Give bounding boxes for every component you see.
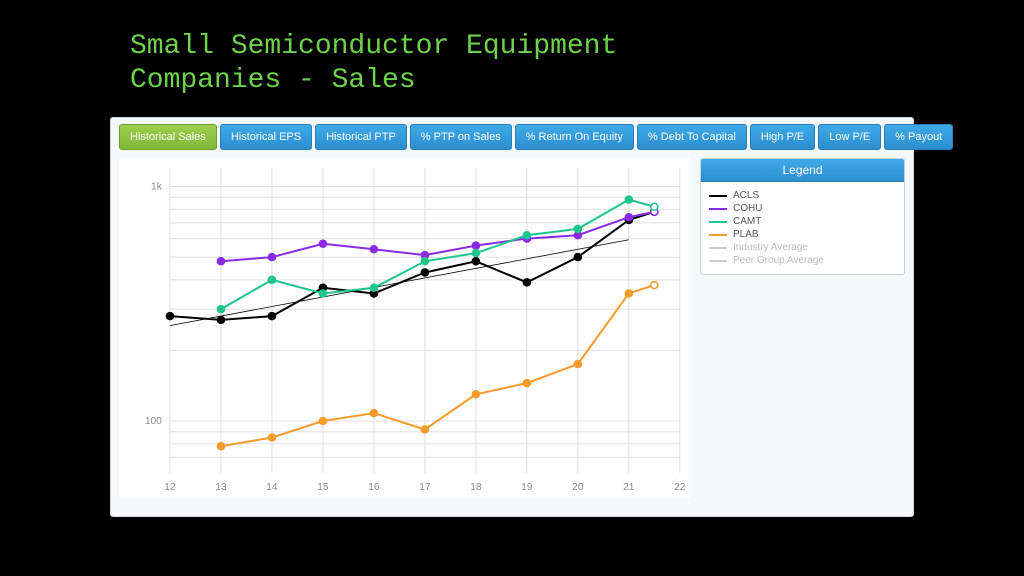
tab--return-on-equity[interactable]: % Return On Equity: [515, 124, 634, 150]
legend-item-camt[interactable]: CAMT: [709, 216, 896, 227]
tab--payout[interactable]: % Payout: [884, 124, 953, 150]
tab-historical-eps[interactable]: Historical EPS: [220, 124, 312, 150]
legend-item-industry-average[interactable]: Industry Average: [709, 242, 896, 253]
tab-historical-ptp[interactable]: Historical PTP: [315, 124, 407, 150]
chart-body: 12 13 14 15 16 17 18 19 20 21 22 100 1k Legend ACLS C…: [119, 158, 905, 498]
legend-item-acls[interactable]: ACLS: [709, 190, 896, 201]
title-line-2: Companies - Sales: [130, 65, 416, 96]
svg-text:22: 22: [674, 482, 686, 493]
legend-label: Industry Average: [733, 242, 808, 253]
tab-high-p-e[interactable]: High P/E: [750, 124, 815, 150]
chart-panel: Historical SalesHistorical EPSHistorical…: [110, 117, 914, 517]
tab-bar: Historical SalesHistorical EPSHistorical…: [119, 124, 905, 150]
svg-text:20: 20: [572, 482, 584, 493]
legend-swatch: [709, 195, 727, 197]
svg-text:17: 17: [419, 482, 431, 493]
tab--debt-to-capital[interactable]: % Debt To Capital: [637, 124, 747, 150]
slide-title: Small Semiconductor Equipment Companies …: [0, 0, 1024, 107]
legend-item-plab[interactable]: PLAB: [709, 229, 896, 240]
legend-swatch: [709, 221, 727, 223]
legend-label: CAMT: [733, 216, 761, 227]
tab--ptp-on-sales[interactable]: % PTP on Sales: [410, 124, 512, 150]
svg-text:15: 15: [317, 482, 329, 493]
tab-historical-sales[interactable]: Historical Sales: [119, 124, 217, 150]
legend-label: COHU: [733, 203, 762, 214]
legend-box: Legend ACLS COHU CAMT PLAB Industry Average P…: [700, 158, 905, 275]
plot-area: 12 13 14 15 16 17 18 19 20 21 22 100 1k: [119, 158, 690, 498]
svg-text:12: 12: [164, 482, 176, 493]
legend-label: Peer Group Average: [733, 255, 824, 266]
svg-text:100: 100: [145, 416, 162, 427]
legend-swatch: [709, 208, 727, 210]
svg-text:21: 21: [623, 482, 635, 493]
svg-text:14: 14: [266, 482, 278, 493]
legend-swatch: [709, 247, 727, 249]
legend-swatch: [709, 260, 727, 262]
legend-item-peer-group-average[interactable]: Peer Group Average: [709, 255, 896, 266]
legend-label: PLAB: [733, 229, 759, 240]
legend-label: ACLS: [733, 190, 759, 201]
tab-low-p-e[interactable]: Low P/E: [818, 124, 881, 150]
svg-text:19: 19: [521, 482, 533, 493]
svg-text:16: 16: [368, 482, 380, 493]
svg-text:18: 18: [470, 482, 482, 493]
svg-text:13: 13: [215, 482, 227, 493]
legend-item-cohu[interactable]: COHU: [709, 203, 896, 214]
legend-swatch: [709, 234, 727, 236]
title-line-1: Small Semiconductor Equipment: [130, 31, 617, 62]
legend-header: Legend: [701, 159, 904, 182]
svg-text:1k: 1k: [151, 182, 163, 193]
legend-items: ACLS COHU CAMT PLAB Industry Average Peer Gro…: [701, 182, 904, 274]
